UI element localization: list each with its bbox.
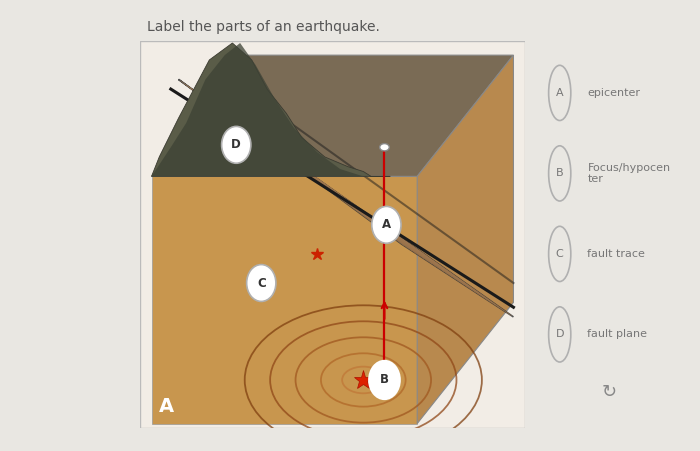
FancyBboxPatch shape	[140, 41, 525, 428]
Text: B: B	[380, 373, 389, 387]
Text: A: A	[382, 218, 391, 231]
Circle shape	[549, 226, 570, 281]
Circle shape	[549, 146, 570, 201]
Polygon shape	[178, 79, 514, 317]
Text: Label the parts of an earthquake.: Label the parts of an earthquake.	[147, 20, 380, 34]
Text: C: C	[257, 276, 265, 290]
Text: A: A	[556, 88, 564, 98]
Polygon shape	[417, 55, 514, 423]
Circle shape	[549, 65, 570, 120]
Polygon shape	[152, 43, 363, 176]
Text: fault plane: fault plane	[587, 329, 648, 340]
Polygon shape	[314, 55, 514, 176]
Circle shape	[372, 207, 401, 243]
Ellipse shape	[379, 143, 389, 151]
Text: A: A	[160, 397, 174, 416]
Text: D: D	[232, 138, 241, 152]
Text: fault trace: fault trace	[587, 249, 645, 259]
Text: epicenter: epicenter	[587, 88, 640, 98]
Circle shape	[370, 362, 399, 398]
Circle shape	[222, 126, 251, 163]
Text: D: D	[556, 329, 564, 340]
Circle shape	[549, 307, 570, 362]
Text: Focus/hypocen
ter: Focus/hypocen ter	[587, 163, 671, 184]
Text: ↻: ↻	[601, 383, 617, 401]
Polygon shape	[152, 176, 417, 423]
Polygon shape	[152, 55, 514, 176]
Circle shape	[246, 265, 276, 301]
Polygon shape	[152, 43, 391, 176]
Text: C: C	[556, 249, 564, 259]
Text: B: B	[556, 168, 564, 179]
